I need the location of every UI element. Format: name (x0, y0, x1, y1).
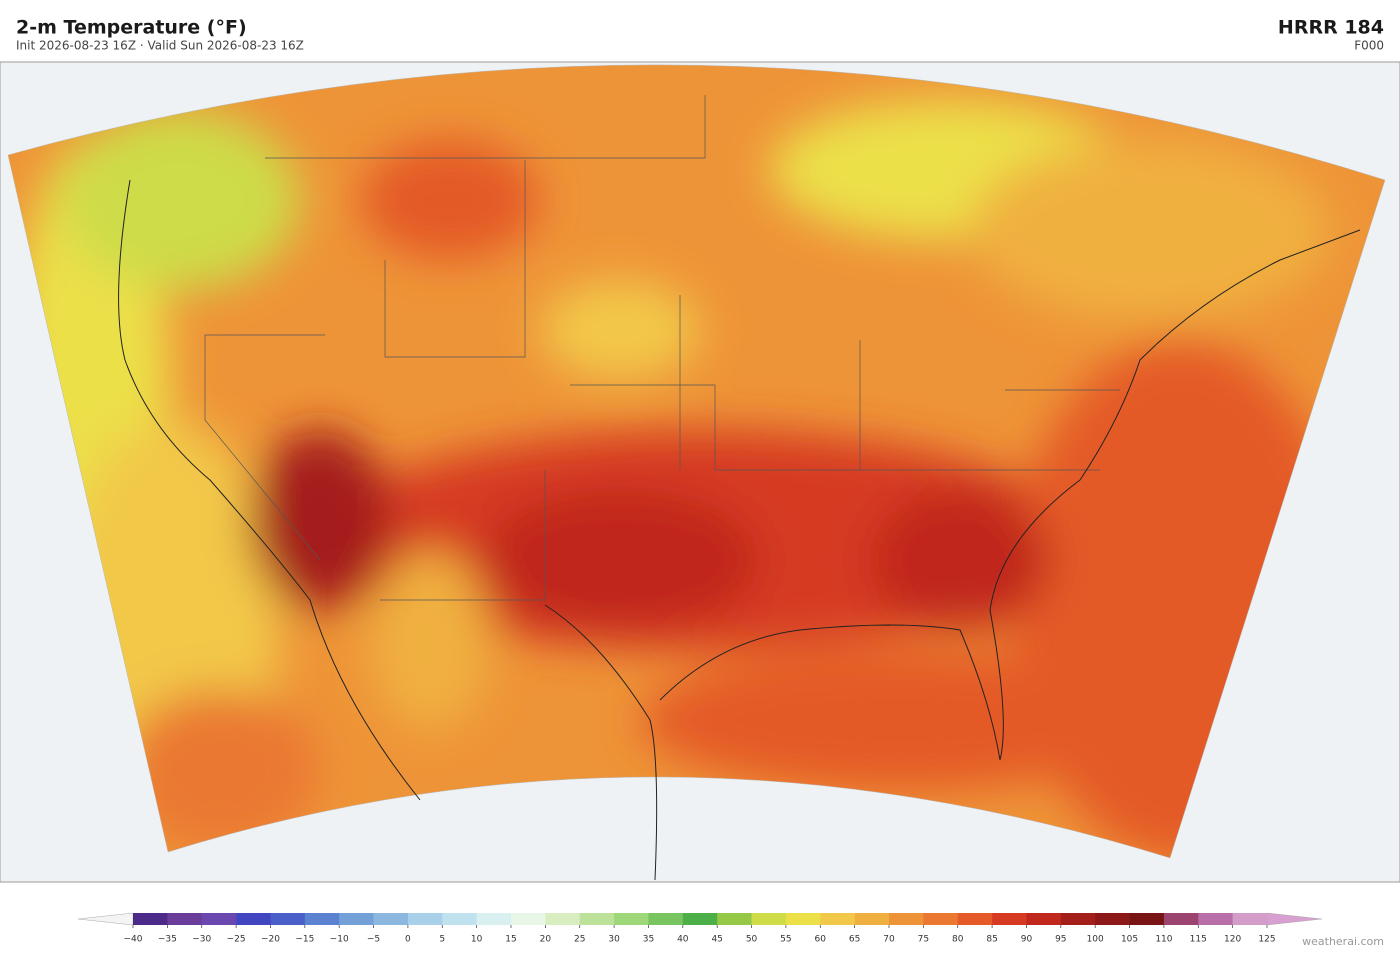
colorbar-tick-label: −40 (124, 935, 143, 945)
colorbar-tick-label: −30 (192, 935, 211, 945)
colorbar-tick-label: −20 (261, 935, 280, 945)
colorbar-bin (957, 913, 993, 925)
colorbar-tick-label: −10 (330, 935, 349, 945)
colorbar-tick-label: −35 (158, 935, 177, 945)
colorbar-tick-label: 20 (540, 935, 552, 945)
colorbar-bin (889, 913, 924, 925)
colorbar-bin (270, 913, 306, 925)
colorbar-bin (992, 913, 1027, 925)
colorbar-tick-label: 55 (780, 935, 791, 945)
colorbar-over (1266, 912, 1323, 926)
colorbar-tick-label: 70 (883, 935, 895, 945)
colorbar-tick-label: 95 (1055, 935, 1066, 945)
colorbar-tick-label: 50 (746, 935, 758, 945)
colorbar-bin (236, 913, 271, 925)
colorbar-tick-label: 105 (1121, 935, 1138, 945)
colorbar-bin (1232, 913, 1268, 925)
colorbar-bin (785, 913, 821, 925)
colorbar-tick-label: 30 (608, 935, 620, 945)
model-label: HRRR 184 (1278, 17, 1384, 39)
colorbar-bin (304, 913, 340, 925)
colorbar-bin (545, 913, 581, 925)
colorbar-bin (1129, 913, 1165, 925)
colorbar-bin (442, 913, 477, 925)
colorbar-tick-label: 100 (1087, 935, 1104, 945)
colorbar-bin (339, 913, 374, 925)
colorbar-bin (407, 913, 443, 925)
colorbar-tick-label: 115 (1190, 935, 1207, 945)
colorbar-bin (648, 913, 684, 925)
colorbar-bin (133, 913, 168, 925)
colorbar-tick-label: 125 (1258, 935, 1275, 945)
credit: weatherai.com (1302, 935, 1384, 948)
colorbar-bin (511, 913, 546, 925)
colorbar-bin (717, 913, 752, 925)
colorbar-bin (614, 913, 649, 925)
temperature-field (8, 64, 1385, 858)
colorbar-bin (751, 913, 787, 925)
colorbar-bin (476, 913, 512, 925)
colorbar-tick-label: 85 (986, 935, 997, 945)
colorbar-tick-label: 0 (405, 935, 411, 945)
colorbar-tick-label: 10 (471, 935, 483, 945)
colorbar-bin (167, 913, 203, 925)
colorbar-tick-label: 65 (849, 935, 860, 945)
colorbar-bin (1198, 913, 1233, 925)
colorbar-bin (201, 913, 237, 925)
colorbar-tick-label: −25 (227, 935, 246, 945)
colorbar-under (77, 912, 134, 926)
colorbar-bin (682, 913, 718, 925)
subtitle: Init 2026-08-23 16Z · Valid Sun 2026-08-… (16, 39, 304, 53)
colorbar-bin (820, 913, 855, 925)
colorbar-bin (923, 913, 959, 925)
colorbar-tick-label: 110 (1155, 935, 1172, 945)
colorbar-bin (1060, 913, 1096, 925)
colorbar-bin (1026, 913, 1062, 925)
colorbar-bin (579, 913, 615, 925)
colorbar-tick-label: 45 (711, 935, 722, 945)
forecast-hour: F000 (1354, 39, 1384, 53)
colorbar-tick-label: 90 (1021, 935, 1033, 945)
title: 2-m Temperature (°F) (16, 17, 247, 39)
colorbar-tick-label: 40 (677, 935, 689, 945)
domain-outline (7, 64, 1386, 859)
colorbar-tick-label: 75 (918, 935, 929, 945)
colorbar-tick-label: 35 (643, 935, 654, 945)
colorbar-tick-label: 120 (1224, 935, 1241, 945)
colorbar-tick-label: −5 (367, 935, 380, 945)
colorbar-bin (854, 913, 890, 925)
colorbar-tick-label: −15 (295, 935, 314, 945)
map (0, 61, 1400, 883)
state-borders (204, 95, 1120, 601)
colorbar-tick-label: 25 (574, 935, 585, 945)
coastlines (118, 179, 1361, 881)
colorbar-tick-label: 15 (505, 935, 516, 945)
colorbar-tick-label: 5 (439, 935, 445, 945)
colorbar-bin (1095, 913, 1130, 925)
colorbar-tick-label: 80 (952, 935, 964, 945)
colorbar-bin (373, 913, 409, 925)
colorbar-tick-label: 60 (815, 935, 827, 945)
colorbar-bin (1163, 913, 1199, 925)
colorbar: −40 −35 −30 −25 −20 −15 −10 −5 0 5 10 15 20 25 30 35 40 4… (77, 912, 1323, 945)
